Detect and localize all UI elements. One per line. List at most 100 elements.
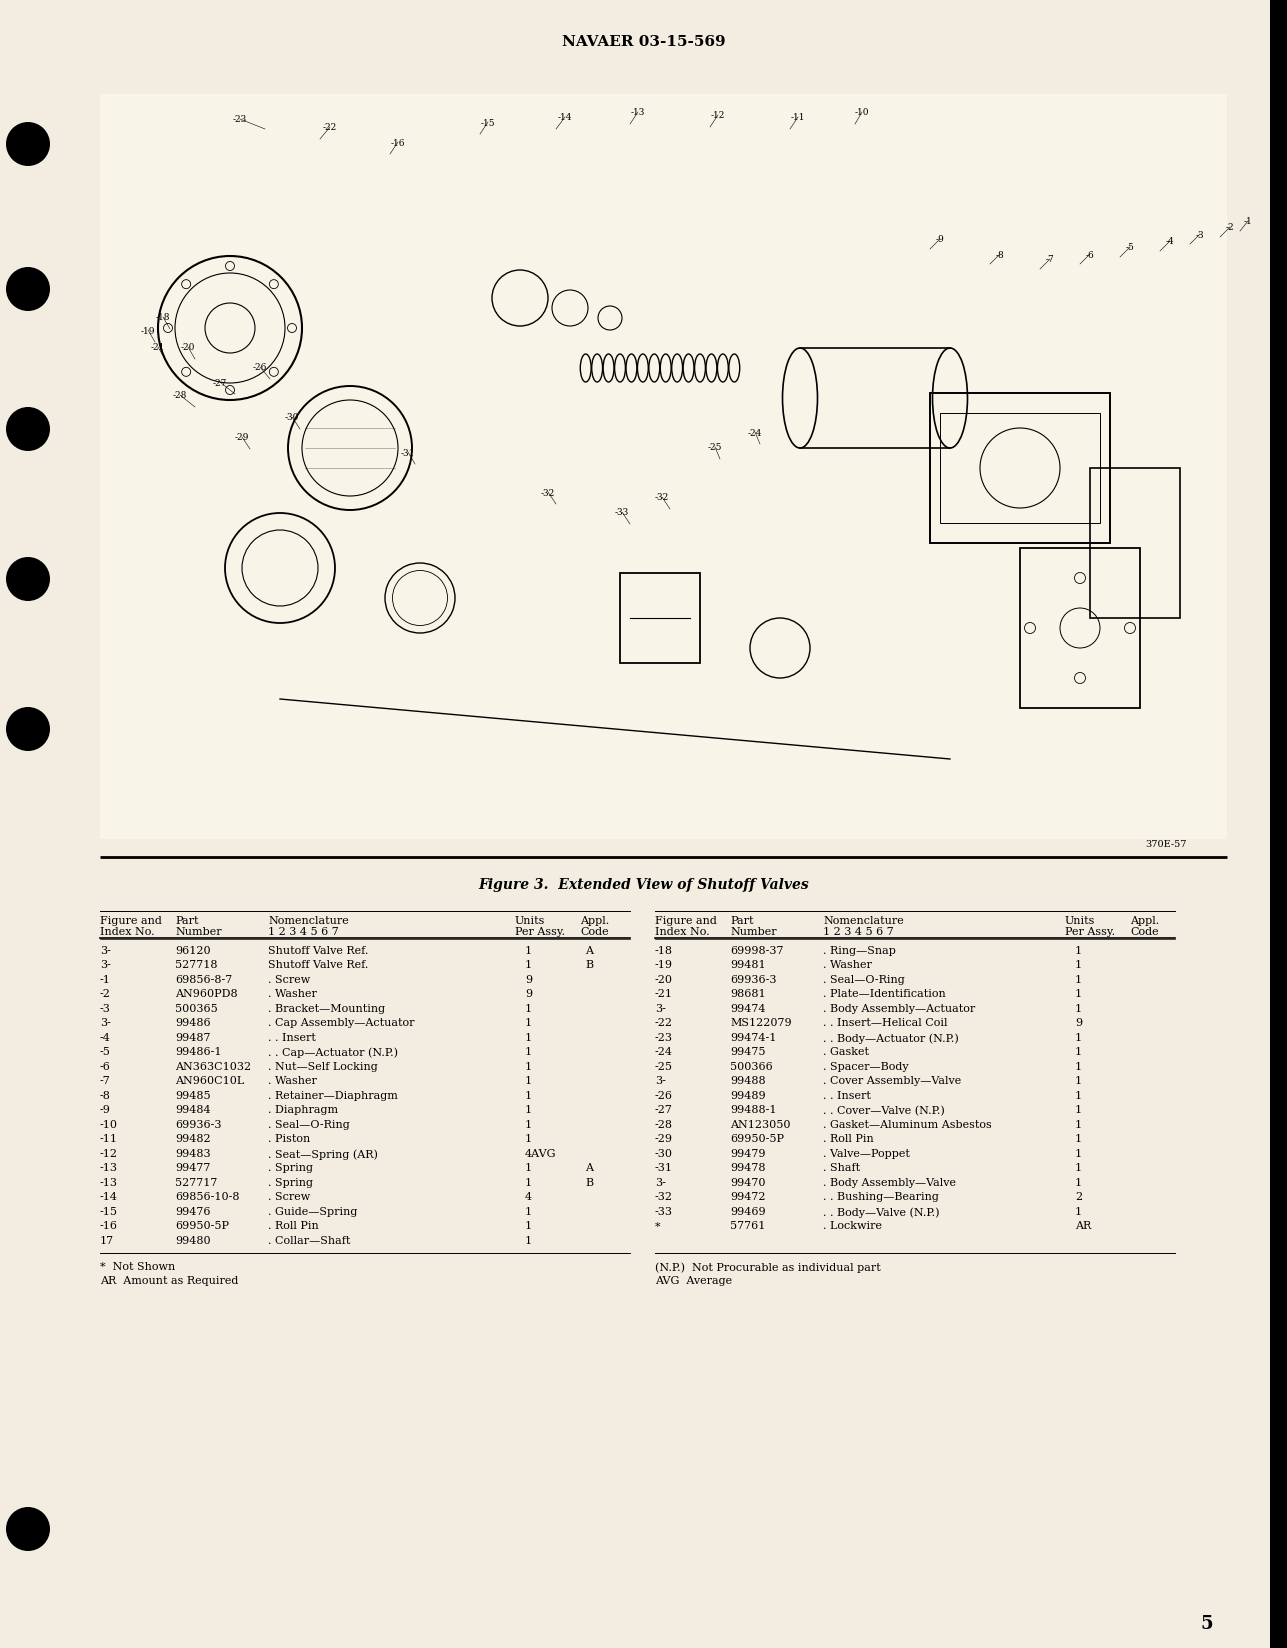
Text: -28: -28 (655, 1119, 673, 1129)
Text: . . Insert: . . Insert (268, 1032, 403, 1043)
Text: 69998-37: 69998-37 (730, 946, 784, 956)
Text: . Spring: . Spring (268, 1177, 404, 1187)
Text: -15: -15 (100, 1206, 118, 1216)
Text: Appl.: Appl. (580, 915, 609, 926)
Text: 1: 1 (525, 1076, 532, 1086)
Text: . Washer: . Washer (268, 1076, 412, 1086)
Text: 9: 9 (1075, 1018, 1082, 1028)
Text: AN363C1032: AN363C1032 (175, 1061, 251, 1071)
Text: . Seal—O-Ring: . Seal—O-Ring (822, 974, 954, 984)
Text: . Retainer—Diaphragm: . Retainer—Diaphragm (268, 1091, 426, 1101)
Text: -3: -3 (1196, 231, 1205, 239)
Text: . Washer: . Washer (268, 989, 412, 999)
Text: 99469: 99469 (730, 1206, 766, 1216)
Text: -12: -12 (100, 1149, 118, 1159)
Text: 1: 1 (525, 1104, 532, 1114)
Text: -19: -19 (655, 959, 673, 971)
Text: . . Body—Valve (N.P.): . . Body—Valve (N.P.) (822, 1206, 960, 1216)
Text: -32: -32 (541, 488, 555, 498)
Text: -10: -10 (100, 1119, 118, 1129)
Bar (100, 96, 1227, 839)
Text: Part: Part (175, 915, 198, 926)
Text: . Screw: . Screw (268, 974, 408, 984)
Text: 1: 1 (525, 1046, 532, 1056)
Bar (931, 394, 1109, 544)
Text: Index No.: Index No. (655, 926, 709, 936)
Text: 99484: 99484 (175, 1104, 211, 1114)
Text: . Ring—Snap: . Ring—Snap (822, 946, 955, 956)
Text: *: * (655, 1221, 660, 1231)
Text: 2: 2 (1075, 1192, 1082, 1201)
Text: -14: -14 (557, 114, 573, 122)
Text: 99482: 99482 (175, 1134, 211, 1144)
Text: -26: -26 (252, 363, 268, 372)
Text: 3-: 3- (655, 1076, 665, 1086)
Text: -15: -15 (480, 119, 495, 127)
Text: 99488: 99488 (730, 1076, 766, 1086)
Text: Number: Number (175, 926, 221, 936)
Text: 4: 4 (525, 1192, 532, 1201)
Text: AN123050: AN123050 (730, 1119, 790, 1129)
Text: . Spacer—Body: . Spacer—Body (822, 1061, 958, 1071)
Text: 3-: 3- (100, 1018, 111, 1028)
Text: 1: 1 (525, 1032, 532, 1043)
Text: AN960PD8: AN960PD8 (175, 989, 238, 999)
Text: Code: Code (580, 926, 609, 936)
Text: . Lockwire: . Lockwire (822, 1221, 955, 1231)
Text: 370E-57: 370E-57 (1145, 839, 1187, 849)
Text: Code: Code (1130, 926, 1158, 936)
Text: . Valve—Poppet: . Valve—Poppet (822, 1149, 955, 1159)
Text: -7: -7 (1045, 255, 1054, 264)
Text: 527717: 527717 (175, 1177, 218, 1187)
Text: 99474: 99474 (730, 1004, 766, 1014)
Circle shape (6, 1506, 50, 1551)
Text: *  Not Shown: * Not Shown (100, 1262, 175, 1272)
Text: -13: -13 (631, 109, 645, 117)
Circle shape (6, 269, 50, 311)
Text: 1: 1 (525, 1091, 532, 1101)
Text: . Gasket: . Gasket (822, 1046, 952, 1056)
Text: -10: -10 (855, 109, 869, 117)
Text: Shutoff Valve Ref.: Shutoff Valve Ref. (268, 946, 427, 956)
Text: -18: -18 (156, 313, 170, 323)
Circle shape (6, 707, 50, 751)
Text: 1: 1 (1075, 989, 1082, 999)
Bar (620, 574, 700, 664)
Text: -9: -9 (100, 1104, 111, 1114)
Text: Per Assy.: Per Assy. (515, 926, 565, 936)
Text: . Collar—Shaft: . Collar—Shaft (268, 1236, 407, 1246)
Text: -23: -23 (655, 1032, 673, 1043)
Text: A: A (586, 1163, 593, 1173)
Text: -23: -23 (233, 115, 247, 125)
Text: -2: -2 (1225, 224, 1234, 232)
Text: -11: -11 (790, 114, 806, 122)
Text: -1: -1 (100, 974, 111, 984)
Text: . . Cap—Actuator (N.P.): . . Cap—Actuator (N.P.) (268, 1046, 420, 1058)
Text: 1: 1 (525, 1177, 532, 1187)
Text: . . Cover—Valve (N.P.): . . Cover—Valve (N.P.) (822, 1104, 965, 1116)
Text: -3: -3 (100, 1004, 111, 1014)
Text: 99472: 99472 (730, 1192, 766, 1201)
Text: -2: -2 (100, 989, 111, 999)
Text: 69936-3: 69936-3 (730, 974, 776, 984)
Text: 69936-3: 69936-3 (175, 1119, 221, 1129)
Text: 96120: 96120 (175, 946, 211, 956)
Text: 57761: 57761 (730, 1221, 766, 1231)
Text: -6: -6 (100, 1061, 111, 1071)
Text: 4AVG: 4AVG (525, 1149, 556, 1159)
Text: . Diaphragm: . Diaphragm (268, 1104, 418, 1114)
Text: -26: -26 (655, 1091, 673, 1101)
Text: 1: 1 (1075, 946, 1082, 956)
Text: . Roll Pin: . Roll Pin (822, 1134, 943, 1144)
Text: . Nut—Self Locking: . Nut—Self Locking (268, 1061, 413, 1071)
Text: 99486-1: 99486-1 (175, 1046, 221, 1056)
Text: . Cap Assembly—Actuator: . Cap Assembly—Actuator (268, 1018, 432, 1028)
Text: . Plate—Identification: . Plate—Identification (822, 989, 970, 999)
Text: 1: 1 (525, 1018, 532, 1028)
Text: B: B (586, 1177, 593, 1187)
Text: -27: -27 (212, 379, 228, 387)
Text: 1: 1 (1075, 1032, 1082, 1043)
Text: 1: 1 (525, 1206, 532, 1216)
Text: . Body Assembly—Valve: . Body Assembly—Valve (822, 1177, 977, 1187)
Text: Nomenclature: Nomenclature (822, 915, 903, 926)
